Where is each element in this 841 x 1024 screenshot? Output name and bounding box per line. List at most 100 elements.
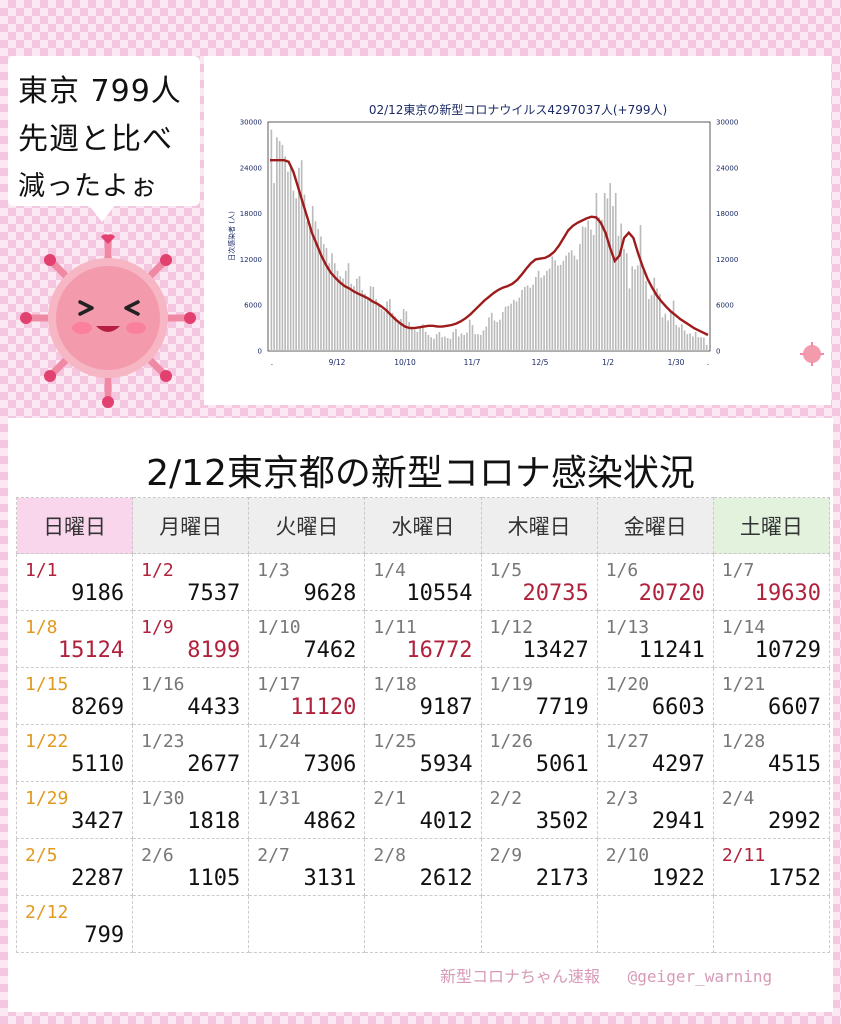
bar <box>377 305 380 351</box>
bar <box>413 329 416 351</box>
speech-line-2: 先週と比べ <box>18 122 173 157</box>
day-cell: 1/16 4433 <box>132 667 250 725</box>
day-date: 1/23 <box>141 731 185 752</box>
day-cell <box>364 895 482 953</box>
day-count: 2677 <box>187 752 241 777</box>
day-cell: 1/24 7306 <box>248 724 366 782</box>
y-tick-label: 0 <box>716 348 720 356</box>
day-cell: 1/15 8269 <box>15 667 134 725</box>
day-count: 3502 <box>535 809 589 834</box>
day-date: 2/4 <box>721 788 755 809</box>
bar <box>435 334 438 351</box>
day-cell: 2/10 1922 <box>596 838 714 896</box>
day-cell: 1/31 4862 <box>248 781 366 839</box>
table-row: 2/5 2287 2/6 1105 2/7 3131 2/8 2612 2/9 2173 2/10 1… <box>15 838 831 896</box>
day-date: 1/24 <box>257 731 301 752</box>
weekday-header: 火曜日 <box>248 497 366 554</box>
day-date: 1/19 <box>489 674 533 695</box>
bar <box>416 331 419 351</box>
table-row: 1/15 8269 1/16 4433 1/17 11120 1/18 9187 1/19 771… <box>15 667 831 725</box>
bar <box>664 313 667 351</box>
y-tick-label: 24000 <box>240 164 262 172</box>
day-date: 1/18 <box>373 674 417 695</box>
day-cell <box>248 895 366 953</box>
bar <box>686 334 689 351</box>
bar <box>548 268 551 351</box>
bar <box>518 297 521 351</box>
day-date: 2/12 <box>25 902 69 923</box>
day-cell: 2/9 2173 <box>480 838 598 896</box>
day-date: 2/10 <box>605 845 650 866</box>
day-cell: 1/4 10554 <box>364 553 482 611</box>
bar <box>540 277 543 351</box>
bar <box>405 311 408 351</box>
day-count: 11241 <box>638 638 705 663</box>
status-table-card: 2/12東京都の新型コロナ感染状況 日曜日 月曜日 火曜日 水曜日 木曜日 金曜日 土曜日 … <box>8 418 833 1012</box>
day-cell: 1/8 15124 <box>15 610 134 668</box>
bar <box>647 299 650 351</box>
day-date: 1/22 <box>25 731 69 752</box>
bar <box>681 324 683 351</box>
bar <box>333 263 336 351</box>
footer-handle: @geiger_warning <box>627 967 773 986</box>
day-cell: 1/3 9628 <box>248 553 366 611</box>
day-count: 4515 <box>768 752 821 777</box>
day-date: 1/2 <box>141 560 174 581</box>
bar <box>551 256 554 351</box>
day-count: 8269 <box>71 695 125 720</box>
day-count: 3131 <box>303 866 357 891</box>
day-date: 1/4 <box>373 560 406 581</box>
bar <box>490 312 493 351</box>
bar <box>309 225 311 351</box>
day-cell: 1/28 4515 <box>712 724 831 782</box>
series-line-average <box>270 159 709 337</box>
day-count: 11120 <box>290 695 357 720</box>
day-cell: 1/2 7537 <box>132 553 250 611</box>
bar <box>295 198 297 351</box>
day-cell: 2/11 1752 <box>712 838 831 896</box>
bar <box>402 309 405 351</box>
bar <box>383 311 386 351</box>
day-cell: 1/17 11120 <box>248 667 366 725</box>
bar <box>482 330 485 351</box>
day-cell: 2/5 2287 <box>15 838 134 896</box>
day-cell: 2/7 3131 <box>248 838 366 896</box>
bar <box>656 288 658 351</box>
table-row: 1/22 5110 1/23 2677 1/24 7306 1/25 5934 1/26 5061… <box>15 724 831 782</box>
day-count: 19630 <box>754 581 821 606</box>
bar <box>628 288 631 351</box>
bar <box>576 259 578 351</box>
day-date: 1/26 <box>489 731 533 752</box>
day-date: 1/28 <box>721 731 766 752</box>
day-count: 1818 <box>187 809 241 834</box>
day-cell: 1/5 20735 <box>480 553 598 611</box>
day-cell: 2/6 1105 <box>132 838 250 896</box>
day-count: 5110 <box>71 752 125 777</box>
bar <box>411 326 413 351</box>
bar <box>631 266 634 351</box>
bar <box>557 265 559 351</box>
day-date: 1/8 <box>25 617 58 638</box>
bar <box>361 289 364 351</box>
day-date: 1/31 <box>257 788 301 809</box>
day-cell: 1/22 5110 <box>15 724 134 782</box>
bar <box>543 275 545 351</box>
y-tick-label: 6000 <box>244 302 262 310</box>
day-count: 6603 <box>651 695 705 720</box>
bar <box>653 277 656 351</box>
bar <box>380 309 383 351</box>
x-tick-label: 10/10 <box>394 358 416 367</box>
bar <box>521 289 523 351</box>
bar <box>603 192 606 351</box>
bar <box>617 235 620 351</box>
day-date: 1/21 <box>721 674 766 695</box>
weekday-header: 金曜日 <box>596 497 714 554</box>
bar <box>562 260 565 351</box>
day-count: 16772 <box>406 638 473 663</box>
day-count: 9187 <box>419 695 473 720</box>
day-count: 4012 <box>419 809 473 834</box>
day-cell: 1/25 5934 <box>364 724 482 782</box>
y-tick-label: 24000 <box>716 164 738 172</box>
day-cell: 1/18 9187 <box>364 667 482 725</box>
bar <box>669 312 672 351</box>
